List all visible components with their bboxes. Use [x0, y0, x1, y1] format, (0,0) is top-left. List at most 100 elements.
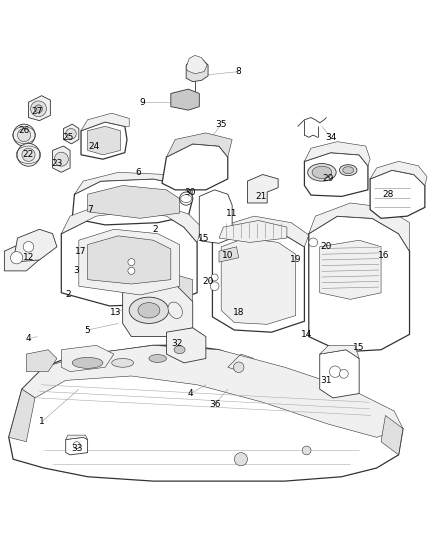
- Circle shape: [23, 241, 34, 252]
- Ellipse shape: [343, 167, 354, 174]
- Text: 15: 15: [353, 343, 365, 352]
- Text: 29: 29: [323, 174, 334, 183]
- Circle shape: [233, 362, 244, 373]
- Text: 9: 9: [139, 98, 145, 107]
- Circle shape: [54, 152, 68, 166]
- Circle shape: [17, 143, 40, 166]
- Polygon shape: [81, 122, 127, 159]
- Text: 17: 17: [75, 247, 87, 256]
- Circle shape: [302, 446, 311, 455]
- Text: 2: 2: [65, 290, 71, 300]
- Text: 4: 4: [26, 334, 31, 343]
- Polygon shape: [212, 229, 304, 332]
- Text: 2: 2: [153, 225, 158, 234]
- Polygon shape: [123, 280, 193, 336]
- Text: 35: 35: [215, 119, 227, 128]
- Polygon shape: [219, 247, 239, 262]
- Polygon shape: [186, 55, 207, 74]
- Text: 16: 16: [378, 251, 389, 260]
- Ellipse shape: [168, 302, 182, 319]
- Polygon shape: [309, 216, 410, 352]
- Polygon shape: [61, 212, 197, 306]
- Ellipse shape: [129, 297, 169, 324]
- Polygon shape: [166, 133, 232, 157]
- Text: 8: 8: [236, 67, 242, 76]
- Text: 20: 20: [321, 243, 332, 251]
- Text: 34: 34: [325, 133, 336, 142]
- Circle shape: [211, 274, 218, 281]
- Polygon shape: [72, 179, 193, 225]
- Circle shape: [339, 369, 348, 378]
- Polygon shape: [61, 203, 201, 243]
- Ellipse shape: [307, 164, 336, 181]
- Text: 7: 7: [87, 205, 93, 214]
- Circle shape: [180, 192, 193, 205]
- Polygon shape: [64, 124, 79, 144]
- Polygon shape: [199, 190, 232, 243]
- Polygon shape: [66, 435, 88, 440]
- Polygon shape: [186, 59, 208, 82]
- Polygon shape: [219, 221, 287, 243]
- Circle shape: [128, 259, 135, 265]
- Text: 14: 14: [301, 330, 312, 339]
- Polygon shape: [88, 236, 171, 284]
- Text: 19: 19: [290, 255, 301, 264]
- Polygon shape: [171, 89, 199, 110]
- Ellipse shape: [149, 354, 166, 362]
- Polygon shape: [166, 328, 206, 363]
- Text: 36: 36: [209, 400, 220, 409]
- Text: 26: 26: [18, 126, 30, 135]
- Polygon shape: [81, 113, 129, 131]
- Text: 27: 27: [32, 107, 43, 116]
- Text: 18: 18: [233, 308, 244, 317]
- Ellipse shape: [138, 303, 160, 318]
- Polygon shape: [88, 185, 180, 219]
- Polygon shape: [13, 229, 57, 262]
- Polygon shape: [88, 126, 120, 155]
- Text: 30: 30: [185, 188, 196, 197]
- Text: 20: 20: [202, 277, 214, 286]
- Text: 24: 24: [88, 142, 100, 150]
- Polygon shape: [61, 345, 114, 372]
- Polygon shape: [304, 142, 370, 166]
- Polygon shape: [9, 389, 35, 442]
- Text: 15: 15: [198, 233, 209, 243]
- Text: 28: 28: [382, 190, 393, 199]
- Text: 5: 5: [85, 326, 91, 335]
- Ellipse shape: [72, 358, 103, 368]
- Polygon shape: [320, 350, 359, 398]
- Polygon shape: [221, 238, 296, 324]
- Polygon shape: [53, 146, 70, 172]
- Polygon shape: [381, 415, 403, 455]
- Text: 10: 10: [222, 251, 233, 260]
- Circle shape: [11, 252, 23, 264]
- Polygon shape: [123, 271, 193, 302]
- Circle shape: [309, 238, 318, 247]
- Text: 13: 13: [110, 308, 122, 317]
- Text: 4: 4: [188, 389, 193, 398]
- Polygon shape: [9, 345, 403, 481]
- Circle shape: [13, 124, 35, 146]
- Text: 1: 1: [39, 417, 45, 426]
- Text: 21: 21: [255, 192, 266, 201]
- Circle shape: [66, 128, 76, 139]
- Ellipse shape: [339, 165, 357, 175]
- Polygon shape: [79, 229, 180, 295]
- Polygon shape: [247, 174, 278, 203]
- Polygon shape: [320, 345, 359, 359]
- Text: 33: 33: [71, 444, 82, 453]
- Text: 23: 23: [51, 159, 63, 168]
- Circle shape: [22, 148, 35, 161]
- Polygon shape: [370, 161, 427, 185]
- Ellipse shape: [312, 166, 332, 179]
- Polygon shape: [304, 152, 368, 197]
- Ellipse shape: [112, 359, 134, 367]
- Circle shape: [128, 268, 135, 274]
- Polygon shape: [212, 216, 309, 247]
- Polygon shape: [66, 437, 88, 455]
- Circle shape: [210, 282, 219, 290]
- Polygon shape: [309, 203, 410, 251]
- Polygon shape: [28, 96, 50, 120]
- Text: 6: 6: [135, 168, 141, 177]
- Polygon shape: [26, 350, 57, 372]
